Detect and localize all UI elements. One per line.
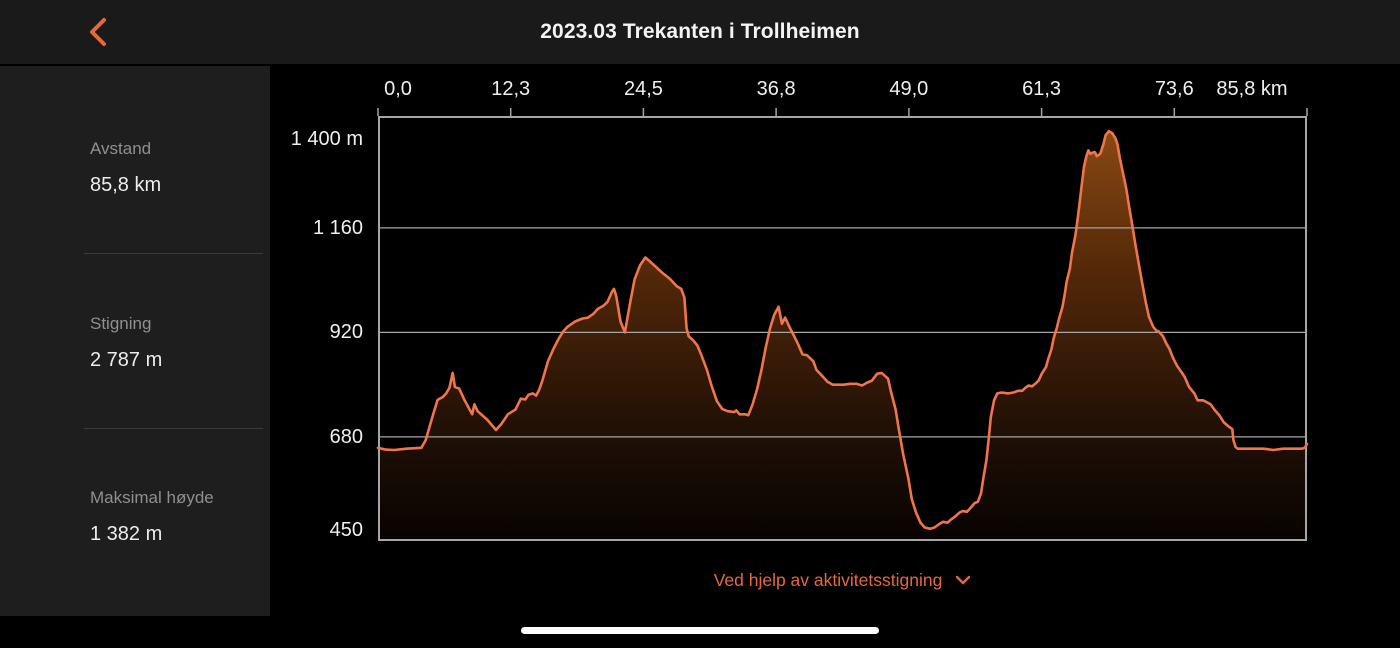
x-tick-label: 85,8 km bbox=[1216, 78, 1288, 100]
chevron-left-icon bbox=[87, 17, 109, 50]
series-selector-dropdown[interactable]: Ved hjelp av aktivitetsstigning bbox=[378, 564, 1307, 596]
x-tick-label: 24,5 bbox=[623, 78, 663, 100]
page-title: 2023.03 Trekanten i Trollheimen bbox=[540, 20, 860, 43]
y-tick-label: 680 bbox=[329, 425, 363, 448]
plot-border bbox=[378, 116, 1307, 541]
stat-max-elevation: Maksimal høyde 1 382 m bbox=[90, 487, 214, 547]
stats-sidebar: Avstand 85,8 km Stigning 2 787 m Maksima… bbox=[0, 66, 270, 616]
x-tick-label: 36,8 bbox=[756, 78, 796, 100]
x-axis-ticks bbox=[377, 108, 1308, 116]
top-bar: 2023.03 Trekanten i Trollheimen bbox=[0, 0, 1400, 64]
stat-value: 1 382 m bbox=[90, 523, 163, 545]
stat-value: 85,8 km bbox=[90, 174, 162, 196]
stat-label: Stigning bbox=[90, 314, 152, 333]
home-indicator[interactable] bbox=[521, 627, 879, 634]
y-tick-label: 920 bbox=[329, 321, 363, 344]
x-axis-labels: 0,0 12,3 24,5 36,8 49,0 61,3 73,6 85,8 k… bbox=[378, 78, 1307, 104]
elevation-line bbox=[376, 129, 1309, 531]
stat-ascent: Stigning 2 787 m bbox=[90, 313, 162, 373]
elevation-chart-plot[interactable] bbox=[376, 108, 1309, 541]
x-tick-label: 49,0 bbox=[889, 78, 929, 100]
y-tick-label: 1 160 bbox=[312, 216, 363, 239]
x-tick-label: 61,3 bbox=[1022, 78, 1062, 100]
stat-value: 2 787 m bbox=[90, 349, 163, 371]
x-tick-label: 0,0 bbox=[384, 78, 412, 100]
divider bbox=[84, 253, 263, 254]
x-tick-label: 12,3 bbox=[491, 78, 531, 100]
x-tick-label: 73,6 bbox=[1154, 78, 1194, 100]
y-axis-labels: 1 400 m 1 160 920 680 450 bbox=[266, 116, 370, 541]
elevation-area-fill bbox=[378, 131, 1307, 541]
divider bbox=[84, 428, 263, 429]
stat-distance: Avstand 85,8 km bbox=[90, 138, 161, 198]
back-button[interactable] bbox=[78, 14, 118, 52]
chevron-down-icon bbox=[955, 575, 971, 585]
stat-label: Avstand bbox=[90, 139, 152, 158]
y-tick-label: 450 bbox=[329, 519, 363, 542]
gridlines bbox=[378, 227, 1307, 438]
series-selector-label: Ved hjelp av aktivitetsstigning bbox=[713, 569, 943, 590]
stat-label: Maksimal høyde bbox=[90, 488, 214, 507]
y-tick-label: 1 400 m bbox=[290, 128, 363, 151]
